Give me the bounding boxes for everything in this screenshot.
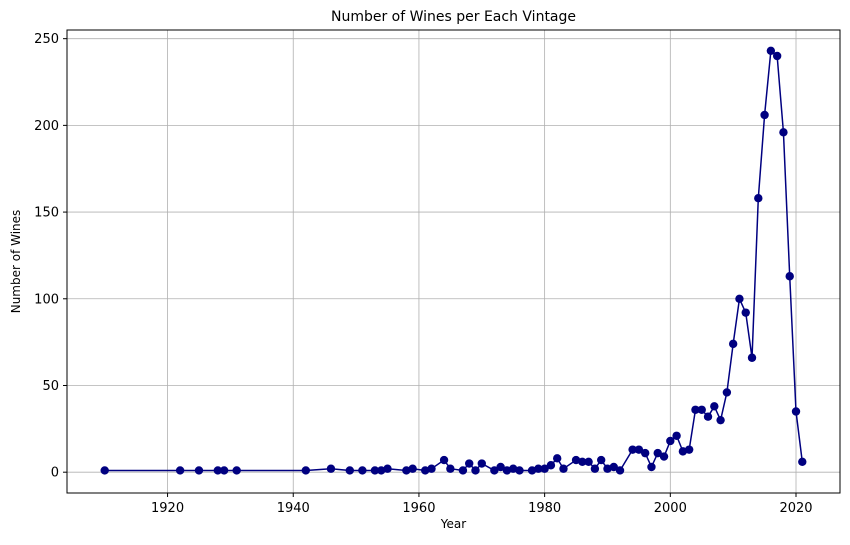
data-point	[697, 405, 706, 414]
data-point	[427, 464, 436, 473]
data-point	[634, 445, 644, 454]
data-point	[546, 461, 556, 470]
data-point	[609, 462, 618, 472]
data-point	[798, 457, 807, 466]
data-point	[710, 402, 719, 411]
vertical-gridlines	[167, 30, 797, 493]
data-point	[754, 194, 763, 203]
data-point	[502, 466, 512, 475]
data-point	[540, 464, 549, 473]
data-point	[458, 466, 468, 475]
data-point	[213, 466, 223, 475]
y-tick-label: 100	[34, 292, 59, 307]
data-point	[691, 405, 700, 414]
data-point	[383, 464, 392, 473]
y-axis-label: Number of Wines	[9, 210, 23, 314]
data-point	[603, 464, 612, 473]
data-point	[408, 464, 417, 473]
data-point	[760, 110, 769, 120]
x-axis-label: Year	[440, 517, 466, 531]
data-point	[653, 448, 662, 458]
data-point	[672, 431, 681, 440]
data-point	[345, 466, 355, 475]
data-point	[716, 415, 725, 425]
y-tick-label: 200	[34, 119, 59, 134]
y-tick-label: 50	[42, 379, 59, 394]
data-point	[703, 412, 713, 421]
data-point	[571, 455, 581, 465]
data-point	[578, 457, 587, 466]
x-tick-label: 2000	[654, 501, 687, 516]
data-point	[490, 466, 499, 475]
data-point	[477, 459, 486, 468]
data-point	[194, 466, 204, 475]
data-point	[684, 445, 694, 454]
y-tick-label: 150	[34, 206, 59, 221]
data-point	[766, 46, 776, 56]
data-point	[358, 466, 367, 475]
data-point	[515, 466, 524, 475]
data-point	[534, 464, 543, 473]
chart-title: Number of Wines per Each Vintage	[331, 9, 576, 25]
plot-area-frame	[66, 29, 841, 494]
data-point	[527, 466, 537, 475]
data-point	[615, 466, 625, 475]
data-point	[552, 454, 562, 463]
data-point	[640, 448, 650, 458]
data-point	[791, 407, 801, 416]
data-point	[446, 464, 455, 473]
data-point	[439, 455, 449, 465]
data-point	[747, 353, 757, 362]
x-tick-label: 1960	[402, 501, 435, 516]
data-point	[722, 388, 732, 397]
data-point	[471, 466, 480, 475]
y-axis-ticks: 0 50 100 150 200 250	[34, 32, 67, 481]
data-point	[596, 455, 606, 465]
data-points-group	[100, 46, 807, 475]
data-point	[666, 436, 675, 446]
data-point	[301, 466, 311, 475]
x-tick-label: 1980	[528, 501, 561, 516]
data-point	[100, 466, 109, 475]
x-tick-label: 1920	[151, 501, 184, 516]
data-point	[772, 51, 782, 61]
x-tick-label: 1940	[277, 501, 310, 516]
data-point	[232, 466, 241, 475]
x-tick-label: 2020	[779, 501, 812, 516]
data-point	[496, 462, 505, 472]
x-axis-ticks: 1920 1940 1960 1980 2000 2020	[151, 493, 813, 516]
data-point	[659, 452, 669, 461]
y-tick-label: 0	[51, 466, 59, 481]
data-point	[402, 466, 411, 475]
data-point	[326, 464, 336, 473]
y-tick-label: 250	[34, 32, 59, 47]
data-point	[678, 447, 688, 456]
data-point	[785, 272, 794, 281]
data-point	[509, 464, 518, 473]
data-point	[590, 464, 600, 473]
data-point	[377, 466, 386, 475]
data-point	[559, 464, 568, 473]
data-point	[628, 445, 637, 454]
data-point	[741, 308, 750, 317]
data-point	[421, 466, 430, 475]
data-point	[647, 462, 656, 472]
data-point	[735, 294, 744, 303]
data-point	[779, 128, 788, 137]
data-point	[465, 459, 474, 468]
data-point	[175, 466, 185, 475]
data-point	[219, 466, 229, 475]
data-point	[728, 339, 738, 349]
data-point	[370, 466, 380, 475]
data-point	[584, 457, 593, 466]
